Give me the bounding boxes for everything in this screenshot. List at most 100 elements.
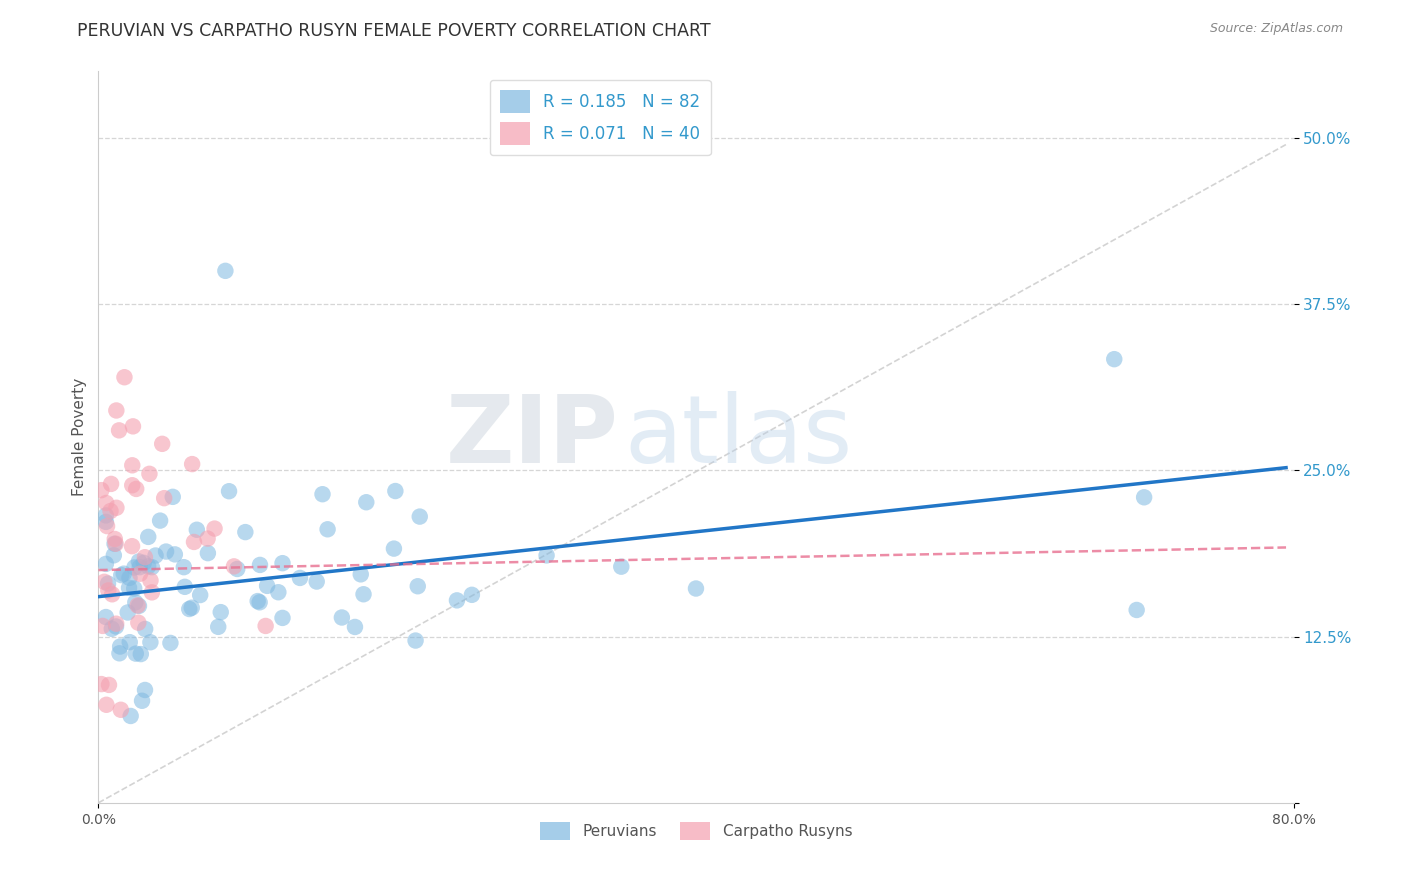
Point [134, 622, 156, 636]
Point [1125, 603, 1147, 617]
Point [105, 616, 128, 631]
Point [128, 599, 150, 613]
Point [134, 550, 156, 565]
Point [117, 606, 139, 620]
Point [150, 437, 173, 451]
Point [101, 622, 124, 636]
Point [610, 559, 633, 574]
Point [129, 566, 152, 581]
Point [97, 576, 120, 591]
Point [1133, 491, 1156, 505]
Point [118, 581, 141, 595]
Point [153, 491, 176, 505]
Point [132, 556, 155, 570]
Point [209, 605, 232, 619]
Point [108, 646, 131, 660]
Point [343, 620, 366, 634]
Legend: Peruvians, Carpatho Rusyns: Peruvians, Carpatho Rusyns [533, 815, 859, 847]
Point [197, 532, 219, 546]
Point [136, 559, 159, 574]
Point [100, 504, 122, 518]
Point [316, 522, 339, 536]
Point [330, 610, 353, 624]
Point [128, 560, 150, 574]
Point [214, 264, 236, 278]
Point [103, 537, 125, 551]
Point [96, 698, 118, 712]
Point [118, 571, 141, 585]
Point [120, 709, 142, 723]
Point [350, 567, 373, 582]
Point [96, 519, 118, 533]
Point [121, 539, 143, 553]
Point [173, 560, 195, 574]
Point [155, 544, 177, 558]
Point [94, 610, 117, 624]
Point [249, 595, 271, 609]
Point [138, 467, 160, 481]
Point [271, 611, 294, 625]
Point [124, 595, 146, 609]
Point [685, 582, 707, 596]
Point [118, 635, 141, 649]
Point [104, 537, 127, 551]
Point [145, 549, 167, 563]
Point [131, 694, 153, 708]
Point [204, 522, 226, 536]
Point [256, 579, 278, 593]
Point [461, 588, 484, 602]
Point [139, 574, 162, 588]
Point [110, 568, 132, 582]
Point [122, 419, 145, 434]
Point [98, 678, 121, 692]
Point [186, 523, 208, 537]
Point [93, 574, 115, 589]
Point [127, 615, 149, 630]
Point [183, 535, 205, 549]
Point [536, 549, 558, 563]
Point [356, 495, 378, 509]
Point [90, 483, 112, 497]
Point [94, 515, 117, 529]
Point [246, 594, 269, 608]
Point [128, 554, 150, 568]
Point [267, 585, 290, 599]
Point [1104, 352, 1126, 367]
Text: Source: ZipAtlas.com: Source: ZipAtlas.com [1209, 22, 1343, 36]
Point [149, 514, 172, 528]
Point [125, 647, 148, 661]
Point [159, 636, 181, 650]
Point [100, 476, 122, 491]
Point [104, 532, 127, 546]
Point [179, 602, 201, 616]
Point [101, 587, 124, 601]
Point [353, 587, 375, 601]
Point [163, 547, 186, 561]
Point [127, 599, 149, 613]
Text: PERUVIAN VS CARPATHO RUSYN FEMALE POVERTY CORRELATION CHART: PERUVIAN VS CARPATHO RUSYN FEMALE POVERT… [77, 22, 711, 40]
Point [91, 619, 114, 633]
Point [96, 496, 118, 510]
Point [108, 423, 131, 437]
Point [136, 530, 159, 544]
Point [97, 583, 120, 598]
Point [129, 647, 152, 661]
Point [139, 635, 162, 649]
Point [249, 558, 271, 572]
Text: atlas: atlas [624, 391, 852, 483]
Point [406, 579, 429, 593]
Text: ZIP: ZIP [446, 391, 619, 483]
Point [108, 640, 131, 654]
Point [122, 582, 145, 596]
Point [188, 588, 211, 602]
Point [134, 683, 156, 698]
Point [141, 585, 163, 599]
Point [105, 403, 128, 417]
Point [94, 508, 117, 523]
Point [271, 556, 294, 570]
Point [226, 562, 249, 576]
Point [305, 574, 328, 589]
Point [124, 560, 146, 574]
Y-axis label: Female Poverty: Female Poverty [72, 378, 87, 496]
Point [121, 458, 143, 473]
